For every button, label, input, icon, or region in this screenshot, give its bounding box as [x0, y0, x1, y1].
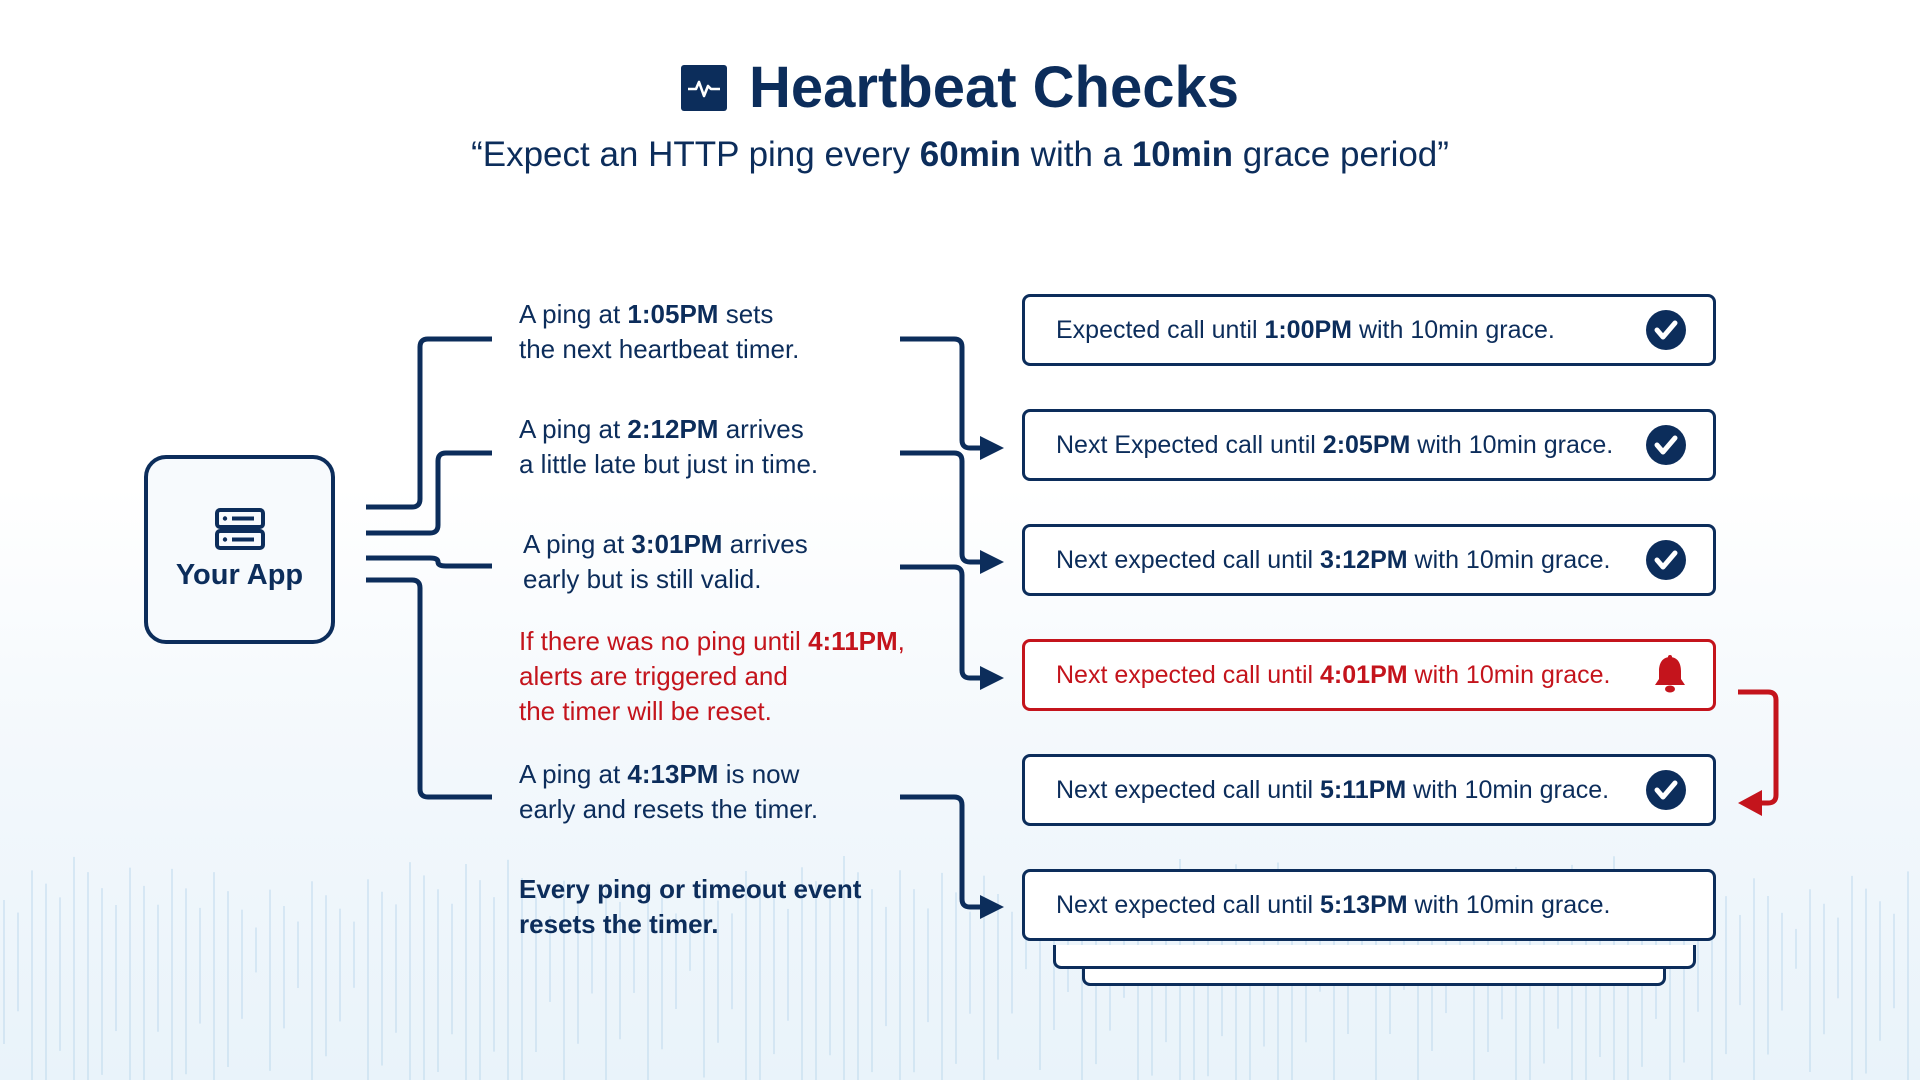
step-text: A ping at: [519, 759, 628, 789]
summary-note: Every ping or timeout event resets the ti…: [519, 872, 861, 942]
arrowhead: [980, 550, 1004, 574]
step-text: If there was no ping until: [519, 626, 809, 656]
bell-icon: [1655, 655, 1685, 693]
step-2: A ping at 2:12PM arrives a little late bu…: [519, 412, 818, 482]
connector-app-step5: [366, 577, 492, 800]
connector-step3-box4: [900, 564, 984, 681]
connector-app-step3: [366, 555, 492, 569]
connector-step1-box2: [900, 336, 984, 451]
connector-reset-loop: [1738, 689, 1779, 806]
step-text: early but is still valid.: [523, 564, 762, 594]
grace-value: 10min: [1131, 135, 1233, 174]
interval-value: 60min: [919, 135, 1021, 174]
step-time: 4:13PM: [627, 759, 719, 789]
step-text: alerts are triggered and: [519, 661, 788, 691]
your-app-node: Your App: [144, 455, 335, 644]
title-text: Heartbeat Checks: [749, 55, 1239, 120]
step-5: A ping at 4:13PM is now early and resets …: [519, 757, 818, 827]
expected-call-card: Expected call until 1:00PM with 10min gr…: [1022, 294, 1716, 366]
step-text: ,: [897, 626, 905, 656]
connector-app-step1: [366, 336, 492, 510]
step-time: 2:12PM: [627, 414, 719, 444]
subtitle: “Expect an HTTP ping every 60min with a …: [0, 135, 1920, 175]
step-text: arrives: [718, 414, 804, 444]
step-time: 3:01PM: [631, 529, 723, 559]
app-label: Your App: [175, 559, 304, 591]
card-text: Next expected call until 4:01PM with 10m…: [1056, 660, 1611, 689]
check-circle-icon: [1646, 770, 1686, 810]
arrowhead: [980, 666, 1004, 690]
check-circle-icon: [1646, 425, 1686, 465]
heartbeat-pulse-icon: [681, 64, 727, 111]
step-text: a little late but just in time.: [519, 449, 819, 479]
summary-text: Every ping or timeout event: [519, 874, 862, 904]
step-text: arrives: [722, 529, 808, 559]
check-circle-icon: [1646, 310, 1686, 350]
step-time: 4:11PM: [808, 626, 898, 656]
step-4-alert: If there was no ping until 4:11PM, alerts…: [519, 624, 905, 729]
expected-call-card: Next expected call until 5:13PM with 10m…: [1022, 869, 1716, 941]
step-text: sets: [718, 299, 774, 329]
connector-app-step2: [366, 450, 492, 536]
expected-call-card: Next expected call until 5:11PM with 10m…: [1022, 754, 1716, 826]
card-text: Next expected call until 5:13PM with 10m…: [1056, 890, 1611, 919]
expected-call-card: Next Expected call until 2:05PM with 10m…: [1022, 409, 1716, 481]
card-text: Expected call until 1:00PM with 10min gr…: [1056, 315, 1555, 344]
subtitle-text: with a: [1020, 135, 1132, 174]
connector-step5-box6: [900, 794, 984, 910]
arrowhead: [980, 436, 1004, 460]
check-circle-icon: [1646, 540, 1686, 580]
summary-text: resets the timer.: [519, 909, 719, 939]
step-1: A ping at 1:05PM sets the next heartbeat …: [519, 297, 799, 367]
expected-call-card: Next expected call until 4:01PM with 10m…: [1022, 639, 1716, 711]
connector-step2-box3: [900, 450, 984, 565]
card-text: Next expected call until 3:12PM with 10m…: [1056, 545, 1611, 574]
step-text: A ping at: [519, 299, 628, 329]
stacked-card-middle: [1053, 945, 1696, 969]
step-text: A ping at: [523, 529, 632, 559]
step-text: A ping at: [519, 414, 628, 444]
step-3: A ping at 3:01PM arrives early but is sti…: [523, 527, 808, 597]
arrowhead-red: [1738, 790, 1762, 816]
step-text: the next heartbeat timer.: [519, 334, 800, 364]
card-text: Next expected call until 5:11PM with 10m…: [1056, 775, 1610, 804]
step-text: early and resets the timer.: [519, 794, 819, 824]
step-time: 1:05PM: [627, 299, 719, 329]
arrowhead: [980, 895, 1004, 919]
server-icon: [214, 508, 265, 550]
card-text: Next Expected call until 2:05PM with 10m…: [1056, 430, 1614, 459]
page-title: Heartbeat Checks: [0, 54, 1920, 121]
subtitle-text: grace period”: [1232, 135, 1449, 174]
expected-call-card: Next expected call until 3:12PM with 10m…: [1022, 524, 1716, 596]
step-text: is now: [718, 759, 800, 789]
step-text: the timer will be reset.: [519, 696, 772, 726]
subtitle-text: “Expect an HTTP ping every: [471, 135, 920, 174]
